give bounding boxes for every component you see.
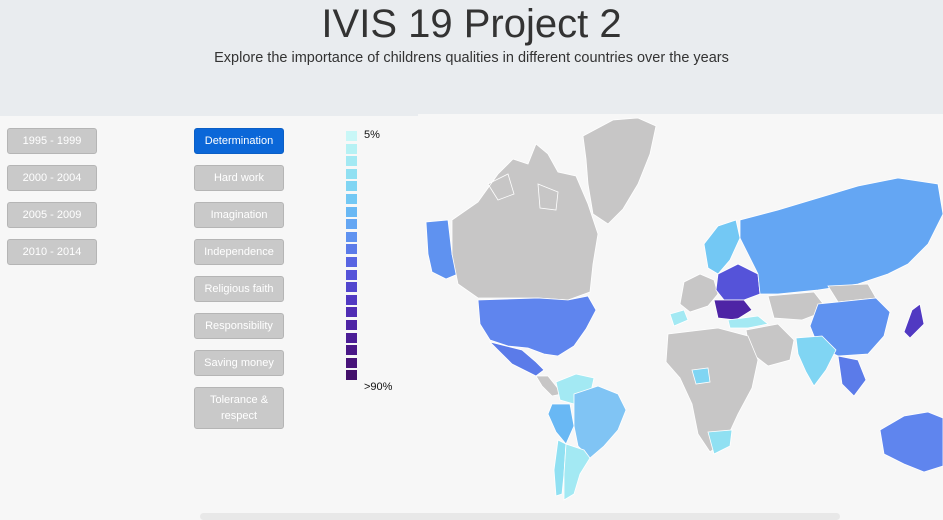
period-button-2005-2009[interactable]: 2005 - 2009 [7,202,97,228]
legend-swatch [346,194,357,204]
region-spain[interactable] [669,309,689,327]
legend-swatch [346,332,357,343]
quality-button-tolerance-respect[interactable]: Tolerance & respect [194,387,284,429]
region-eastern-europe[interactable] [715,263,761,301]
legend-swatch [346,131,357,141]
footer-bar [200,513,840,520]
region-scandinavia[interactable] [703,219,741,275]
period-button-2000-2004[interactable]: 2000 - 2004 [7,165,97,191]
region-greenland[interactable] [582,117,657,225]
quality-button-determination[interactable]: Determination [194,128,284,154]
legend-swatch [346,269,357,280]
legend-swatch [346,168,357,179]
region-china[interactable] [809,297,891,357]
period-button-2010-2014[interactable]: 2010 - 2014 [7,239,97,265]
quality-button-imagination[interactable]: Imagination [194,202,284,228]
legend-swatch [346,282,357,293]
period-button-1995-1999[interactable]: 1995 - 1999 [7,128,97,154]
legend-swatch [346,244,357,255]
region-united-states[interactable] [477,295,597,357]
page-subtitle: Explore the importance of childrens qual… [214,50,729,66]
quality-button-saving-money[interactable]: Saving money [194,350,284,376]
region-india[interactable] [795,335,837,387]
region-turkey[interactable] [727,315,769,329]
region-japan[interactable] [903,303,925,339]
region-brazil[interactable] [573,385,627,459]
quality-button-independence[interactable]: Independence [194,239,284,265]
region-balkans[interactable] [713,299,753,321]
legend-swatch [346,181,357,192]
legend-swatch [346,156,357,167]
region-australia[interactable] [879,411,943,473]
legend-swatch [346,206,357,217]
region-russia[interactable] [739,177,943,295]
region-alaska[interactable] [425,219,459,280]
legend-swatch [346,143,357,154]
legend-swatch [346,320,357,330]
region-argentina[interactable] [563,443,591,501]
page-title: IVIS 19 Project 2 [321,2,622,46]
legend-swatch [346,307,357,318]
world-map [418,114,943,514]
quality-button-hard-work[interactable]: Hard work [194,165,284,191]
legend-swatch [346,219,357,230]
legend-swatch [346,345,357,356]
quality-button-responsibility[interactable]: Responsibility [194,313,284,339]
legend-max-label: >90% [364,381,393,393]
legend-swatch [346,294,357,305]
region-nigeria[interactable] [691,367,711,385]
legend-swatch [346,370,357,381]
legend-swatch [346,257,357,267]
region-southeast-asia[interactable] [837,355,867,397]
quality-button-religious-faith[interactable]: Religious faith [194,276,284,302]
region-canada[interactable] [451,143,599,301]
legend-swatch [346,357,357,368]
region-south-africa[interactable] [707,429,733,455]
region-europe-west[interactable] [679,273,719,313]
legend-min-label: 5% [364,129,380,141]
legend-swatch [346,231,357,242]
page-header: IVIS 19 Project 2 Explore the importance… [0,0,943,116]
